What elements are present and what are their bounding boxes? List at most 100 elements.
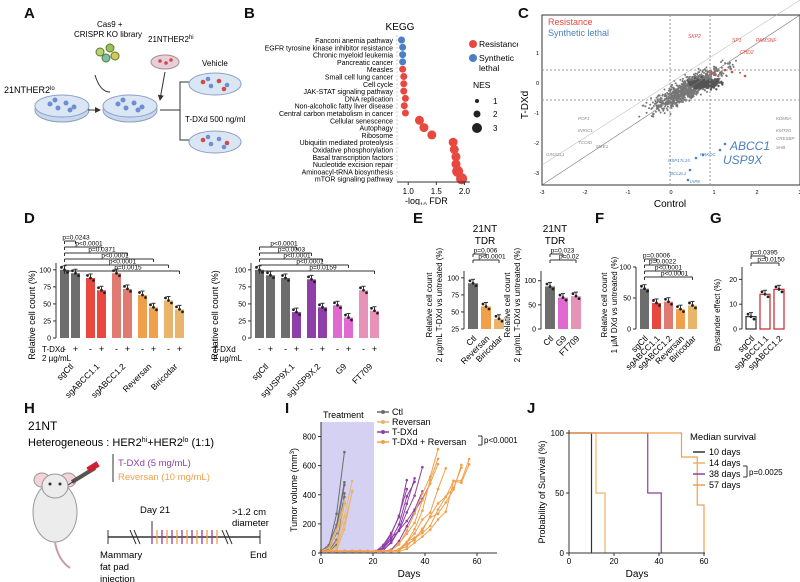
bar-point xyxy=(376,311,379,315)
volcano-point xyxy=(659,101,662,104)
volcano-point xyxy=(722,72,725,75)
volcano-point xyxy=(693,87,697,90)
p-value: p<0.0001 xyxy=(101,253,129,260)
volcano-point xyxy=(697,74,700,77)
j-xtick: 0 xyxy=(567,557,572,566)
bar-point xyxy=(281,274,284,277)
volcano-point xyxy=(644,105,647,108)
kegg-category: EGFR tyrosine kinase inhibitor resistanc… xyxy=(265,45,393,52)
growth-point xyxy=(366,549,370,553)
growth-point xyxy=(436,447,440,451)
i-xtick: 0 xyxy=(319,557,324,566)
volcano-point xyxy=(688,83,691,86)
growth-point xyxy=(335,512,338,515)
bar-point xyxy=(167,299,170,302)
volcano-point xyxy=(732,65,735,68)
volcano-point xyxy=(671,86,674,89)
volcano-point xyxy=(652,113,655,116)
growth-point xyxy=(428,511,432,514)
bar-point xyxy=(181,310,184,314)
growth-point xyxy=(452,486,455,490)
d-pm: + xyxy=(99,344,104,354)
volcano-point xyxy=(690,80,693,83)
d-pm: + xyxy=(268,344,273,354)
f-ylabel: Relative cell count xyxy=(600,272,609,338)
volcano-point xyxy=(688,75,691,78)
nes-3-label: 3 xyxy=(493,124,498,133)
ytick: 50 xyxy=(238,301,246,308)
volcano-point xyxy=(652,115,655,118)
bar-point xyxy=(643,287,646,291)
d-ylabel-2: Relative cell count (%) xyxy=(210,270,220,360)
i-ytick: 200 xyxy=(303,520,317,529)
p-value: p<0.0001 xyxy=(75,241,103,248)
growth-point xyxy=(397,515,401,519)
growth-point xyxy=(397,529,401,533)
volcano-point xyxy=(670,92,673,95)
d-pm: - xyxy=(167,344,170,354)
x-label: Biricodar xyxy=(149,361,180,392)
kegg-category: Ubiquitin mediated proteolysis xyxy=(300,140,394,147)
volcano-point xyxy=(674,103,677,106)
growth-point xyxy=(413,521,416,525)
x-label: sgCtl xyxy=(250,361,271,382)
j-legend-item: 10 days xyxy=(709,447,741,457)
volcano-point xyxy=(680,98,683,101)
growth-curve xyxy=(320,501,345,552)
legend-nes: NES xyxy=(473,80,491,90)
volcano-label-blue: BCL2L1 xyxy=(670,171,687,176)
bar-point xyxy=(484,305,488,308)
volcano-point xyxy=(657,108,660,111)
bar-point xyxy=(100,288,103,292)
f-ylabel-2: 1 µM DXd vs untreated (%) xyxy=(610,256,619,353)
kegg-dot xyxy=(427,130,437,140)
bar xyxy=(759,293,771,330)
bar xyxy=(307,279,316,338)
d-pm: + xyxy=(320,344,325,354)
volcano-point-synthetic xyxy=(718,148,722,152)
growth-curve xyxy=(320,452,345,552)
growth-point xyxy=(467,462,471,466)
h-injection: injection xyxy=(100,574,135,582)
volcano-point xyxy=(707,71,710,74)
d-pm: - xyxy=(284,344,287,354)
f-bars: 050100p<0.0001p<0.0001p=0.0022p=0.0006sg… xyxy=(619,253,698,372)
bar-point xyxy=(561,296,565,299)
kegg-category: Cellular senescence xyxy=(330,118,393,125)
volcano-point xyxy=(703,88,706,91)
growth-point xyxy=(389,540,393,543)
growth-point xyxy=(343,528,346,531)
volcano-point xyxy=(721,81,724,85)
volcano-label-blue: USP17L15 xyxy=(668,158,690,163)
i-ytick: 400 xyxy=(303,491,317,500)
bar-point xyxy=(655,301,658,305)
p-value: p=0.0371 xyxy=(88,247,116,254)
volcano-point xyxy=(642,104,645,107)
volcano-point xyxy=(719,61,722,64)
volcano-point xyxy=(653,102,656,105)
growth-point xyxy=(335,541,338,544)
bar-point xyxy=(144,296,147,299)
volcano-point xyxy=(690,95,693,98)
nes-2-icon xyxy=(473,110,481,118)
volcano-point xyxy=(681,77,684,80)
h-fat: fat pad xyxy=(100,562,129,573)
growth-point xyxy=(421,465,424,469)
growth-point xyxy=(405,540,409,544)
dish-hi-icon xyxy=(150,54,180,70)
growth-point xyxy=(343,495,346,499)
panel-h-diagram: 21NT Heterogeneous : HER2hi+HER2lo (1:1)… xyxy=(28,419,269,582)
i-treatment: Treatment xyxy=(323,410,364,420)
kegg-title: KEGG xyxy=(386,22,415,33)
timeline xyxy=(107,521,261,545)
c-legend-synthetic: Synthetic lethal xyxy=(548,28,609,38)
growth-point xyxy=(343,549,346,553)
bar-point xyxy=(571,292,575,296)
bar-point xyxy=(365,291,368,295)
bar-point xyxy=(310,277,313,281)
kegg-dot xyxy=(419,123,429,133)
i-ytick: 600 xyxy=(303,462,317,471)
volcano-yticks: 1 0 -1 -2 -3 xyxy=(534,51,539,177)
volcano-point xyxy=(689,88,692,91)
